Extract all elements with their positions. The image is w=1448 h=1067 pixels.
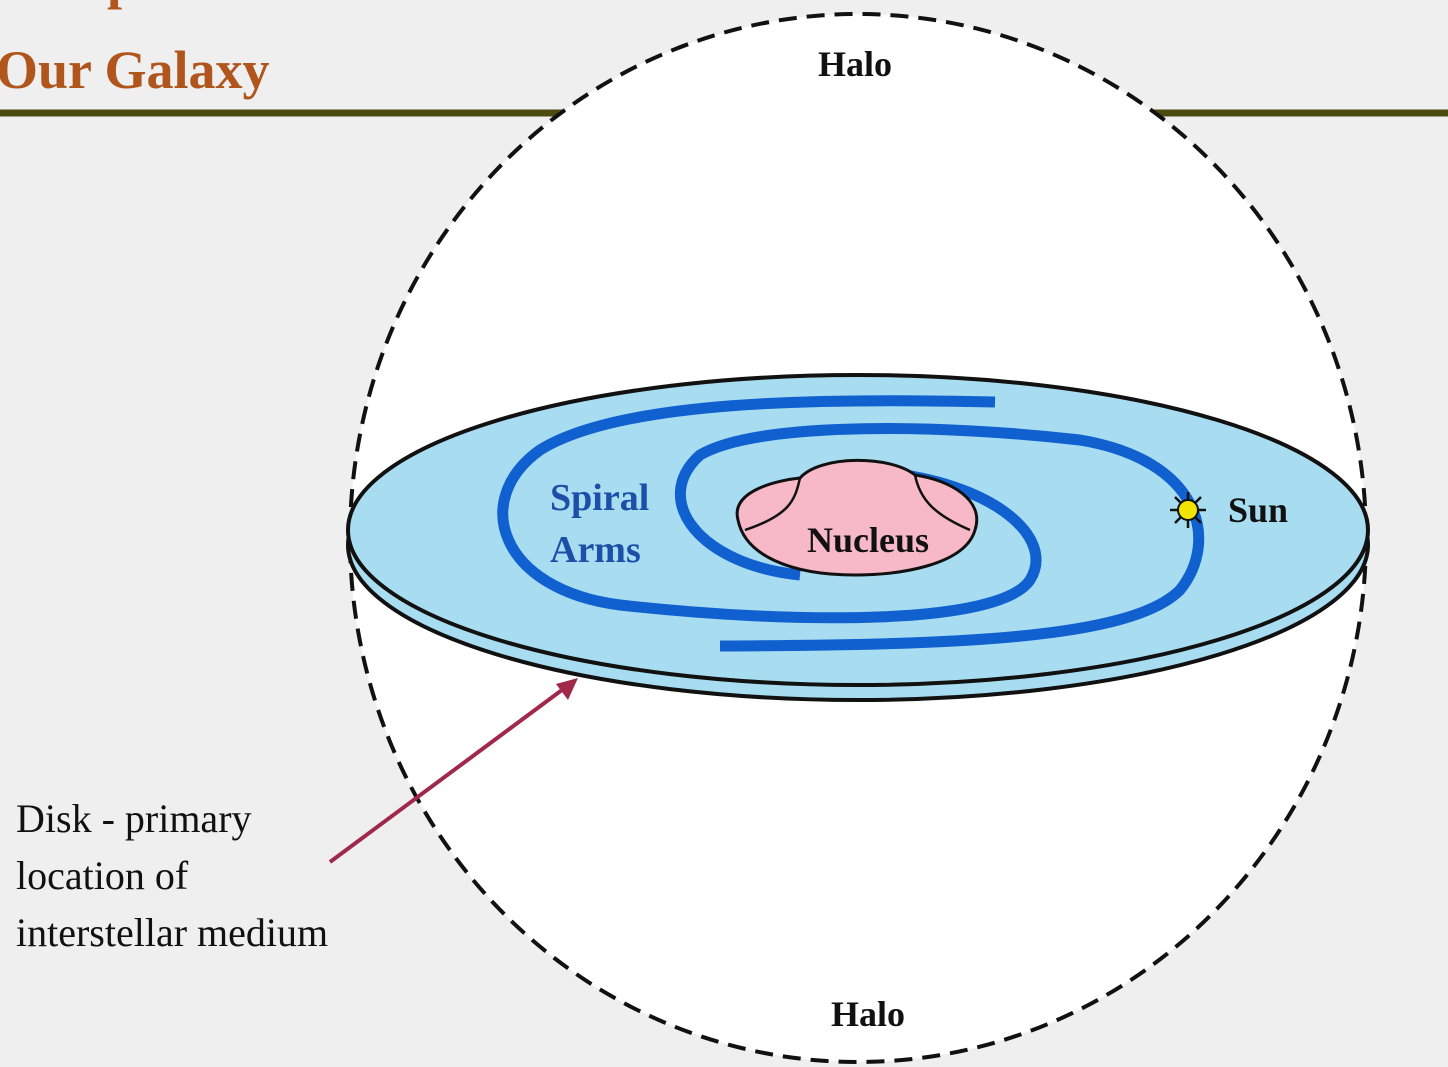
nucleus-label: Nucleus xyxy=(807,520,929,560)
disk-label: Disk - primary xyxy=(16,796,252,841)
sun-label: Sun xyxy=(1228,490,1288,530)
spiral-arms-label: Arms xyxy=(550,529,641,571)
slide: Components of Our Galaxy Halo Halo Spira… xyxy=(0,0,1448,1067)
halo-label: Halo xyxy=(818,44,892,84)
title-line: Components of xyxy=(0,0,347,10)
disk-label: location of xyxy=(16,853,189,898)
sun-icon xyxy=(1170,492,1206,528)
title-line: Our Galaxy xyxy=(0,40,270,100)
spiral-arms-label: Spiral xyxy=(550,477,649,519)
disk-label: interstellar medium xyxy=(16,910,328,955)
halo-label: Halo xyxy=(831,994,905,1034)
